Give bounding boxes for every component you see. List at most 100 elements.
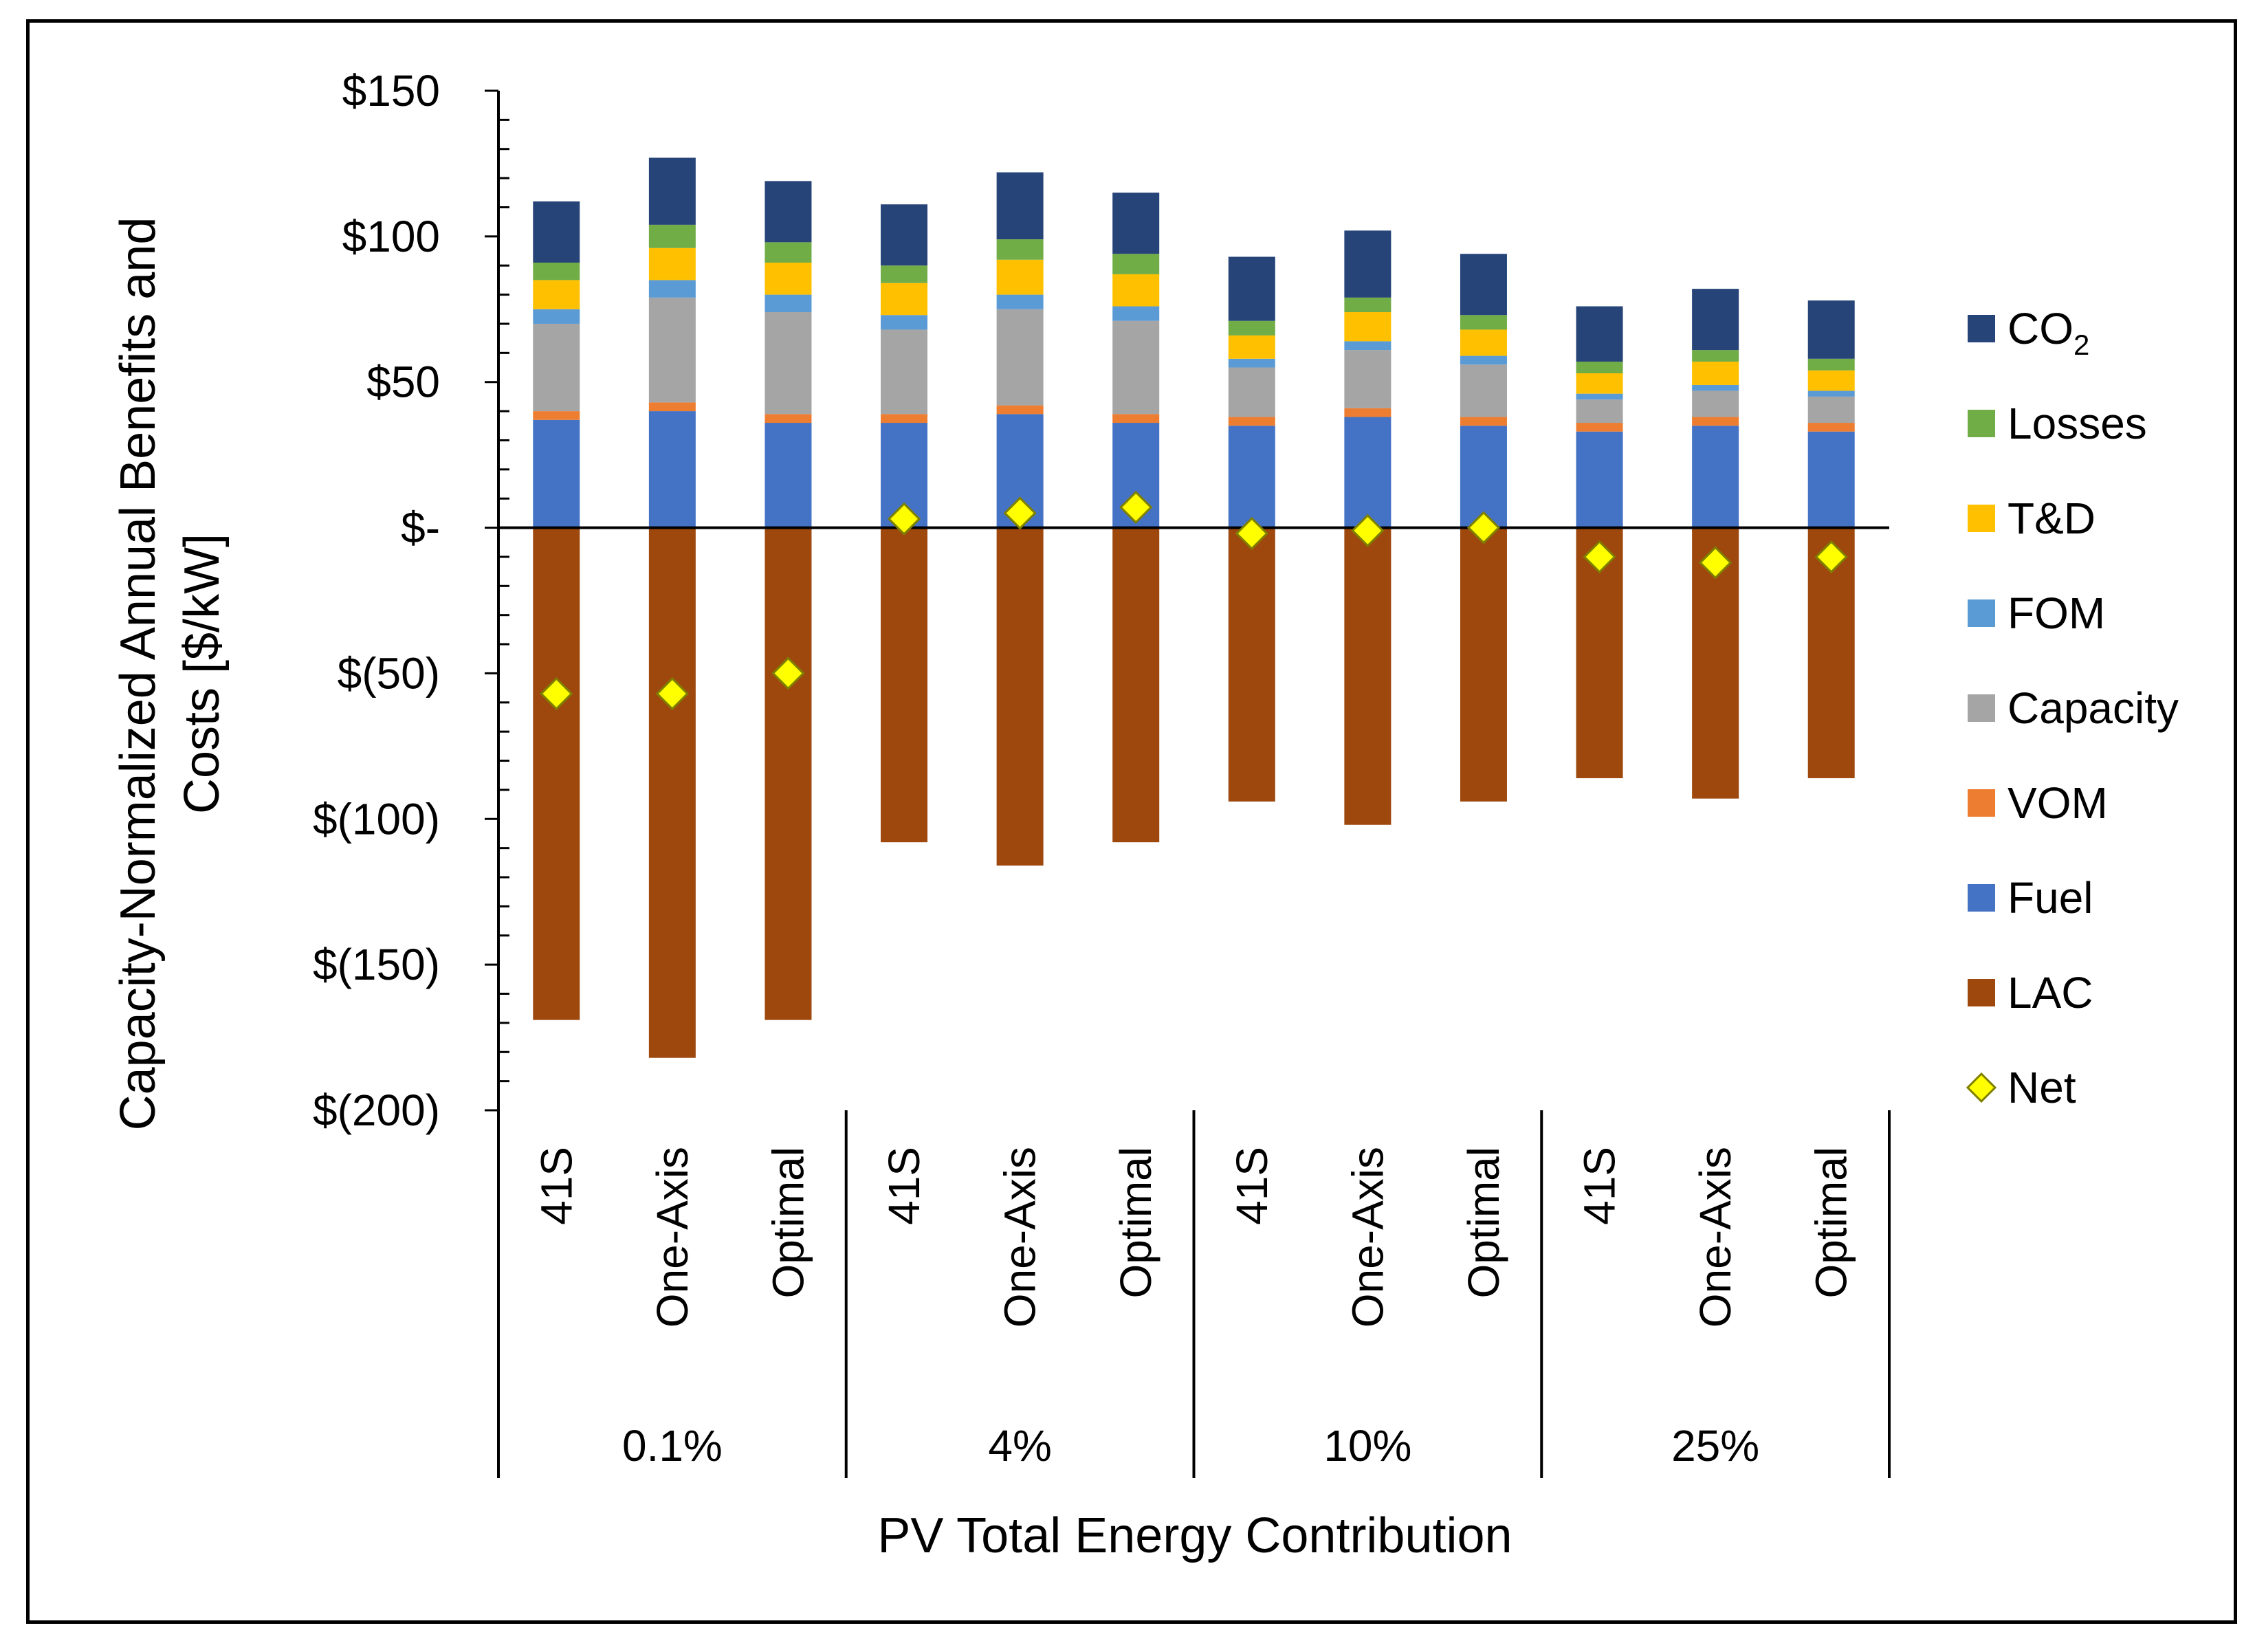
bar-fom-7: [1344, 341, 1392, 351]
bar-lac-8: [1460, 527, 1507, 802]
bar-capacity-9: [1576, 399, 1623, 423]
bar-t-d-1: [648, 247, 696, 280]
bar-losses-7: [1344, 297, 1392, 313]
net-marker-9: [1583, 540, 1616, 574]
bar-losses-9: [1576, 362, 1623, 374]
bar-t-d-2: [764, 262, 812, 295]
bar-fuel-11: [1807, 431, 1855, 528]
legend-label-t-d: T&D: [2008, 494, 2096, 543]
bar-fuel-8: [1460, 426, 1507, 528]
bar-fom-9: [1576, 393, 1623, 400]
bar-t-d-0: [533, 280, 580, 309]
bar-vom-5: [1112, 414, 1160, 423]
legend-swatch-losses: [1968, 410, 1995, 437]
bar-vom-3: [881, 414, 928, 423]
bar-capacity-5: [1112, 320, 1160, 415]
y-tick-label: $(150): [313, 940, 440, 989]
bar-vom-1: [648, 402, 696, 412]
bar-t-d-9: [1576, 373, 1623, 394]
legend-label-capacity: Capacity: [2008, 683, 2179, 733]
legend-swatch-fom: [1968, 599, 1995, 627]
bar-capacity-7: [1344, 350, 1392, 408]
bar-fuel-0: [533, 419, 580, 528]
bar-losses-8: [1460, 315, 1507, 330]
category-label-1: One-Axis: [648, 1147, 697, 1328]
bar-capacity-1: [648, 297, 696, 403]
net-marker-8: [1466, 511, 1501, 544]
legend-label-fuel: Fuel: [2008, 873, 2093, 923]
category-label-8: Optimal: [1459, 1147, 1508, 1299]
legend-swatch-co: [1968, 315, 1995, 342]
bar-co2-8: [1460, 254, 1507, 316]
bar-fuel-9: [1576, 431, 1623, 528]
legend-swatch-vom: [1968, 789, 1995, 817]
bar-fuel-6: [1228, 426, 1275, 528]
net-marker-10: [1699, 546, 1732, 580]
net-marker-3: [887, 502, 921, 536]
legend-label-fom: FOM: [2008, 588, 2105, 638]
y-tick-label: $(50): [338, 648, 440, 698]
category-label-7: One-Axis: [1343, 1147, 1392, 1328]
net-marker-2: [771, 657, 805, 690]
category-label-5: Optimal: [1111, 1147, 1160, 1299]
bar-losses-1: [648, 224, 696, 248]
bar-vom-8: [1460, 417, 1507, 426]
net-marker-1: [655, 676, 689, 711]
bar-vom-7: [1344, 408, 1392, 417]
bar-capacity-2: [764, 312, 812, 415]
axes-layer: $150 $100 $50 $- $(50) $(100) $(150) $(200) 41S O…: [313, 66, 1891, 1478]
bar-vom-2: [764, 414, 812, 423]
y-tick-label: $(100): [313, 794, 440, 844]
net-markers-layer: [540, 490, 1848, 711]
net-marker-5: [1119, 490, 1153, 525]
bar-losses-11: [1807, 358, 1855, 371]
category-label-3: 41S: [879, 1147, 929, 1225]
bar-co2-4: [996, 172, 1044, 240]
bars-layer: [533, 157, 1855, 1058]
category-label-11: Optimal: [1807, 1147, 1856, 1299]
bar-lac-2: [764, 527, 812, 1020]
category-label-10: One-Axis: [1691, 1147, 1740, 1328]
x-axis-title: PV Total Energy Contribution: [877, 1508, 1512, 1563]
bar-t-d-7: [1344, 312, 1392, 342]
net-marker-11: [1814, 540, 1848, 574]
category-label-6: 41S: [1227, 1147, 1277, 1225]
bar-fuel-7: [1344, 417, 1392, 528]
bar-fom-10: [1692, 384, 1739, 391]
bar-lac-3: [881, 527, 928, 843]
group-label-2: 10%: [1323, 1421, 1411, 1471]
y-tick-label: $(200): [313, 1086, 440, 1135]
bar-fom-1: [648, 280, 696, 298]
legend-label-lac: LAC: [2008, 968, 2093, 1017]
bar-capacity-0: [533, 323, 580, 412]
bar-vom-4: [996, 405, 1044, 415]
legend-swatch-capacity: [1968, 694, 1995, 722]
net-marker-7: [1351, 514, 1385, 547]
y-axis-title-line1: Capacity-Normalized Annual Benefits and: [111, 217, 166, 1131]
bar-losses-4: [996, 239, 1044, 260]
y-tick-label: $50: [366, 357, 440, 407]
bar-fom-6: [1228, 358, 1275, 368]
bar-lac-6: [1228, 527, 1275, 802]
bar-co2-2: [764, 181, 812, 243]
bar-fom-3: [881, 315, 928, 330]
y-axis-title-line2: Costs [$/kW]: [175, 533, 230, 814]
bar-co2-9: [1576, 306, 1623, 362]
bar-co2-10: [1692, 289, 1739, 351]
y-tick-label: $150: [342, 66, 440, 115]
group-label-0: 0.1%: [622, 1421, 723, 1471]
labels-layer: Capacity-Normalized Annual Benefits and …: [111, 217, 1512, 1563]
bar-losses-5: [1112, 254, 1160, 274]
bar-lac-7: [1344, 527, 1392, 825]
bar-t-d-5: [1112, 274, 1160, 307]
bar-fom-0: [533, 309, 580, 324]
net-marker-6: [1235, 516, 1268, 551]
legend-label-losses: Losses: [2008, 399, 2147, 448]
bar-vom-0: [533, 411, 580, 420]
bar-t-d-4: [996, 259, 1044, 295]
group-label-3: 25%: [1671, 1421, 1759, 1471]
legend-swatch-t-d: [1968, 505, 1995, 532]
bar-losses-2: [764, 242, 812, 263]
bar-fuel-10: [1692, 426, 1739, 528]
